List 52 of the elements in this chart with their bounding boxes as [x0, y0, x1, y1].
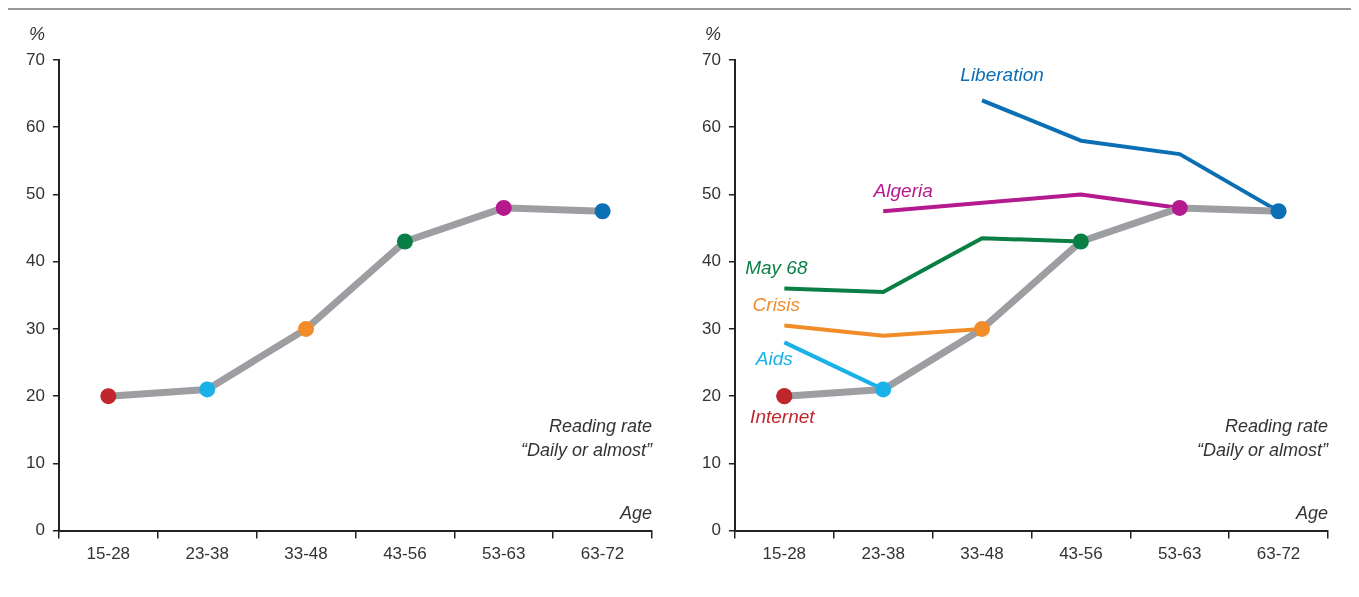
point [396, 233, 413, 250]
x-tick-label: 15-28 [762, 544, 807, 564]
series-label: Internet [750, 405, 816, 427]
y-axis-title: % [704, 24, 721, 44]
x-axis-title: Age [618, 502, 652, 523]
x-tick-label: 33-48 [960, 544, 1004, 564]
y-tick-label: 10 [25, 453, 45, 473]
x-tick-label: 23-38 [185, 544, 229, 564]
annotation: Reading rate “Daily or almost” [520, 416, 653, 461]
point [100, 388, 117, 405]
series-label: Liberation [960, 64, 1044, 86]
y-tick-label: 60 [25, 116, 45, 136]
y-tick-label: 70 [701, 49, 721, 69]
x-tick-label: 63-72 [1256, 544, 1301, 564]
x-tick-label: 53-63 [481, 544, 526, 564]
series-label: Algeria [872, 180, 933, 202]
point [974, 320, 991, 337]
y-tick-label: 40 [25, 251, 45, 271]
x-tick-label: 53-63 [1157, 544, 1202, 564]
x-tick-label: 33-48 [284, 544, 328, 564]
x-tick-label: 15-28 [86, 544, 131, 564]
point [594, 203, 611, 220]
y-tick-label: 40 [701, 251, 721, 271]
point [1072, 233, 1089, 250]
point [495, 199, 512, 216]
y-tick-label: 30 [701, 318, 721, 338]
x-tick-label: 63-72 [580, 544, 625, 564]
x-tick-label: 43-56 [1059, 544, 1103, 564]
point [776, 388, 793, 405]
y-tick-label: 10 [701, 453, 721, 473]
x-tick-label: 43-56 [383, 544, 427, 564]
point [199, 381, 216, 398]
point [1171, 199, 1188, 216]
x-axis-title: Age [1294, 502, 1328, 523]
series-label: Crisis [752, 294, 801, 316]
point [875, 381, 892, 398]
series-label: May 68 [745, 257, 808, 279]
series-label: Aids [754, 348, 794, 370]
y-tick-label: 20 [25, 385, 45, 405]
y-tick-label: 60 [701, 116, 721, 136]
y-tick-label: 50 [701, 184, 721, 204]
y-tick-label: 70 [25, 49, 45, 69]
y-tick-label: 20 [701, 385, 721, 405]
x-tick-label: 23-38 [861, 544, 905, 564]
annotation: Reading rate “Daily or almost” [1196, 416, 1329, 461]
y-tick-label: 0 [711, 520, 721, 540]
y-axis-title: % [28, 24, 45, 44]
y-tick-label: 50 [25, 184, 45, 204]
point [298, 320, 315, 337]
y-tick-label: 30 [25, 318, 45, 338]
y-tick-label: 0 [35, 520, 45, 540]
point [1270, 203, 1287, 220]
